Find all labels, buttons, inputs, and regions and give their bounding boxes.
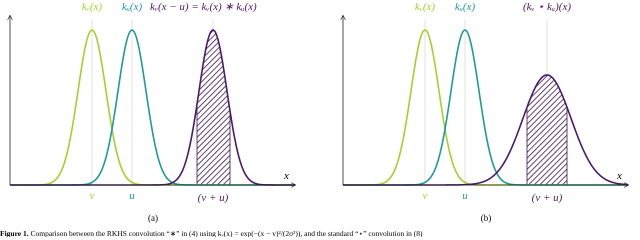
curve-v <box>343 29 628 186</box>
kv-label: kᵥ(x) <box>82 1 103 13</box>
v-label: v <box>90 190 95 202</box>
kv-label: kᵥ(x) <box>415 1 436 13</box>
u-label: u <box>129 190 135 202</box>
u-label: u <box>462 190 468 202</box>
curve-result <box>10 29 295 186</box>
result-label: kᵥ(x − u) = kᵥ(x) ∗ kᵤ(x) <box>150 1 257 13</box>
x-axis-label: x <box>616 170 622 182</box>
curve-u <box>343 29 628 186</box>
panel-label: (b) <box>481 213 492 223</box>
v-label: v <box>423 190 428 202</box>
vu-label: (v + u) <box>198 192 229 204</box>
panel-label: (a) <box>148 213 158 223</box>
hatched-area <box>196 29 231 186</box>
ku-label: kᵤ(x) <box>122 1 143 13</box>
caption-text: Comparison between the RKHS convolution … <box>30 229 423 237</box>
ku-label: kᵤ(x) <box>455 1 476 13</box>
caption-label: Figure 1. <box>0 229 29 237</box>
result-label: (kᵥ ⋆ kᵤ)(x) <box>523 1 571 13</box>
vu-label: (v + u) <box>532 192 563 204</box>
caption: Figure 1. Comparison between the RKHS co… <box>0 229 423 237</box>
plots <box>10 16 628 185</box>
x-axis-label: x <box>283 170 289 182</box>
curve-u <box>10 29 295 186</box>
curve-v <box>10 29 295 186</box>
